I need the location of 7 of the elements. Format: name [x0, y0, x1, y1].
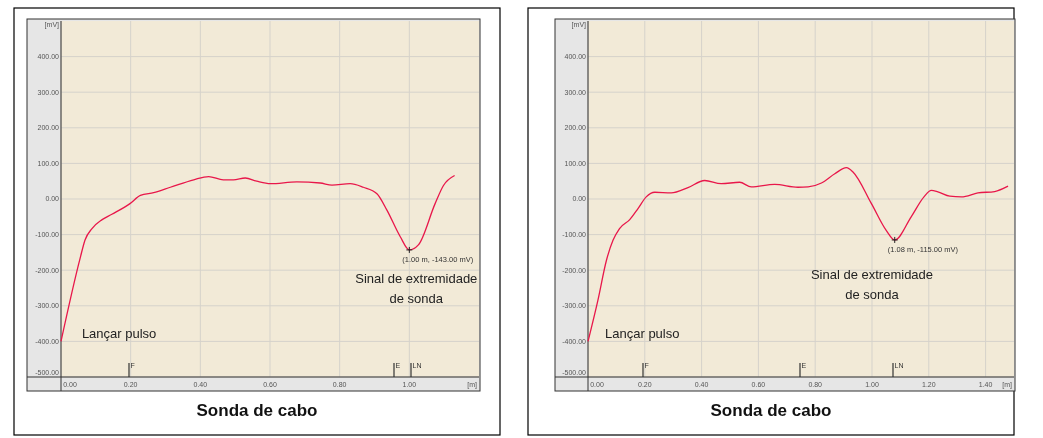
- text: Sonda de cabo: [710, 401, 832, 420]
- text: Sonda de cabo: [196, 401, 318, 420]
- annotation: Sinal de extremidade de sonda: [355, 270, 478, 306]
- annotation: Lançar pulso: [605, 325, 680, 341]
- annotation: Lançar pulso: [81, 325, 157, 341]
- line-series: [587, 167, 1009, 343]
- annotation: Sinal de extremidade de sonda: [810, 267, 934, 303]
